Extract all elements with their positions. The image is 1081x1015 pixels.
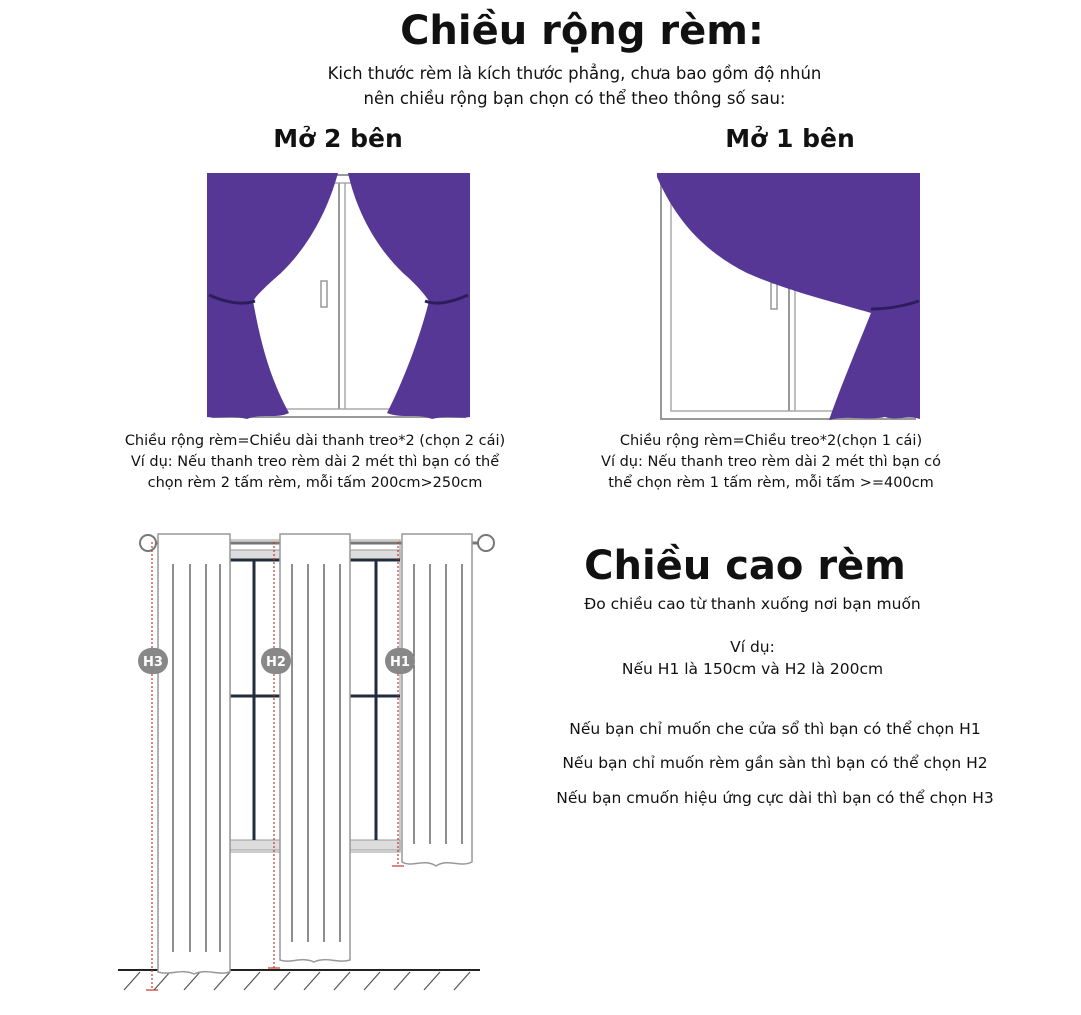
height-option-h2: Nếu bạn chỉ muốn rèm gần sàn thì bạn có … xyxy=(562,754,988,772)
width-subtitle-1: Kich thước rèm là kích thước phẳng, chưa… xyxy=(327,64,822,83)
badge-h2: H2 xyxy=(261,648,291,674)
one-side-heading: Mở 1 bên xyxy=(725,124,855,153)
two-side-caption-1: Chiều rộng rèm=Chiều dài thanh treo*2 (c… xyxy=(124,433,506,449)
height-example-label: Ví dụ: xyxy=(730,638,775,656)
height-option-h1: Nếu bạn chỉ muốn che cửa sổ thì bạn có t… xyxy=(569,720,981,738)
one-side-curtain-illustration xyxy=(657,173,920,420)
two-side-caption-2: Ví dụ: Nếu thanh treo rèm dài 2 mét thì … xyxy=(130,454,500,470)
height-subtitle: Đo chiều cao từ thanh xuống nơi bạn muốn xyxy=(584,595,921,613)
one-side-caption-3: thể chọn rèm 1 tấm rèm, mỗi tấm >=400cm xyxy=(608,475,934,491)
svg-text:H1: H1 xyxy=(390,655,410,670)
height-example: Nếu H1 là 150cm và H2 là 200cm xyxy=(621,660,884,678)
badge-h3: H3 xyxy=(138,648,168,674)
one-side-caption-2: Ví dụ: Nếu thanh treo rèm dài 2 mét thì … xyxy=(601,454,941,470)
height-measure-illustration xyxy=(118,533,495,991)
width-title: Chiều rộng rèm: xyxy=(400,8,764,54)
svg-text:H2: H2 xyxy=(266,655,286,670)
two-side-caption-3: chọn rèm 2 tấm rèm, mỗi tấm 200cm>250cm xyxy=(147,475,483,491)
width-subtitle-2: nên chiều rộng bạn chọn có thể theo thôn… xyxy=(363,89,786,108)
one-side-caption-1: Chiều rộng rèm=Chiều treo*2(chọn 1 cái) xyxy=(619,433,923,449)
badge-h1: H1 xyxy=(385,648,415,674)
two-side-heading: Mở 2 bên xyxy=(273,124,403,153)
height-title: Chiều cao rèm xyxy=(584,543,906,589)
svg-text:H3: H3 xyxy=(143,655,163,670)
height-option-h3: Nếu bạn cmuốn hiệu ứng cực dài thì bạn c… xyxy=(556,789,994,807)
two-side-curtain-illustration xyxy=(207,173,470,419)
